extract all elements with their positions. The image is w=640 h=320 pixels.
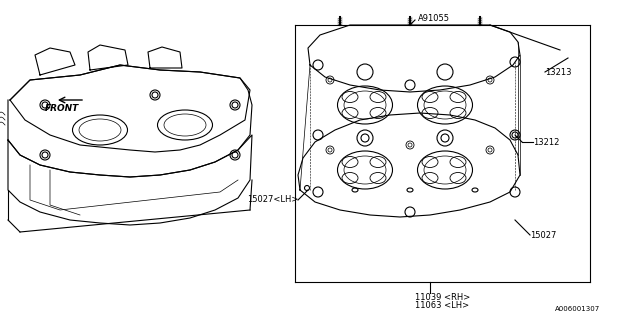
Text: A91055: A91055 [418, 13, 450, 22]
Text: 11039 <RH>: 11039 <RH> [415, 293, 470, 302]
Text: 11063 <LH>: 11063 <LH> [415, 301, 469, 310]
Text: A006001307: A006001307 [555, 306, 600, 312]
Text: 15027<LH>: 15027<LH> [246, 196, 298, 204]
Text: 15027: 15027 [530, 230, 556, 239]
Text: FRONT: FRONT [45, 103, 79, 113]
Text: 13213: 13213 [545, 68, 572, 76]
Text: 13212: 13212 [533, 138, 559, 147]
